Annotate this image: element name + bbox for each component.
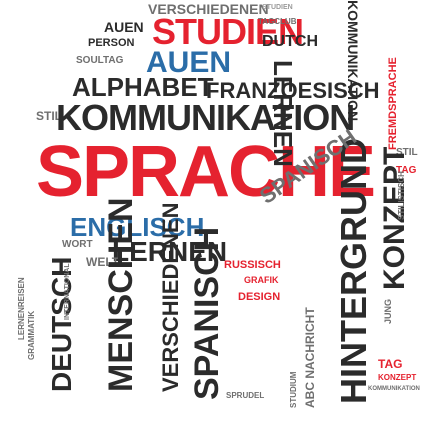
- word-sprache: SPRACHE: [36, 132, 376, 212]
- word-wort: WORT: [62, 239, 93, 250]
- word-lernenreisen: LERNENREISEN: [17, 277, 26, 340]
- word-auen-mid: AUEN: [146, 46, 232, 79]
- word-alphabet: ALPHABET: [72, 72, 214, 102]
- word-konzept-small: KONZEPT: [378, 373, 417, 382]
- word-design: DESIGN: [238, 291, 281, 303]
- word-studien: STUDIEN: [262, 4, 293, 11]
- word-tag-bottom: TAG: [378, 357, 403, 371]
- word-tag-right: TAG: [396, 165, 417, 176]
- word-stilistisch: STILISTISCH: [397, 171, 406, 220]
- word-kommunikation: KOMMUNIKATION: [56, 97, 355, 138]
- word-soultag: SOULTAG: [76, 55, 124, 66]
- word-spanisch: SPANISCH: [188, 226, 226, 400]
- word-studium: STUDIUM: [289, 371, 298, 408]
- word-jung: JUNG: [383, 298, 393, 324]
- word-franzoesisch: FRANZOESISCH: [206, 78, 380, 103]
- word-verschiedenen-top: VERSCHIEDENEN: [148, 1, 269, 17]
- word-stil-right: STIL: [396, 147, 418, 158]
- word-international: INTERNATIONAL: [64, 263, 71, 320]
- word-lernen: LERNEN: [112, 236, 228, 267]
- word-verschiedenen-vertical: VERSCHIEDENEN: [158, 202, 183, 392]
- word-fremdsprache: FREMDSPRACHE: [387, 57, 399, 150]
- word-deutsch: DEUTSCH: [46, 256, 77, 392]
- word-grafik: GRAFIK: [244, 275, 279, 285]
- word-dutch: DUTCH: [262, 33, 318, 50]
- word-englisch: ENGLISCH: [70, 212, 205, 242]
- word-sprudel: SPRUDEL: [226, 391, 265, 400]
- word-tagclub: TAGCLUB: [258, 17, 297, 26]
- word-russisch: RUSSISCH: [224, 259, 281, 271]
- word-auen: AUEN: [104, 19, 144, 35]
- word-lernen-vertical: LERNEN: [268, 60, 298, 167]
- word-kommunikation-small: KOMMUNIKATION: [368, 386, 420, 392]
- word-abc-nachricht: ABC NACHRICHT: [303, 307, 317, 408]
- word-person: PERSON: [88, 37, 135, 49]
- word-menschen: MENSCHEN: [102, 197, 140, 392]
- word-stil-left: STIL: [36, 109, 62, 123]
- word-welt: WELT: [86, 255, 120, 269]
- word-kommunikation-vertical: KOMMUNIKATION: [345, 0, 361, 122]
- word-hintergrund: HINTERGRUND: [333, 138, 374, 404]
- word-studien-large: STUDIEN: [152, 11, 304, 52]
- word-grammatik: GRAMMATIK: [27, 310, 36, 360]
